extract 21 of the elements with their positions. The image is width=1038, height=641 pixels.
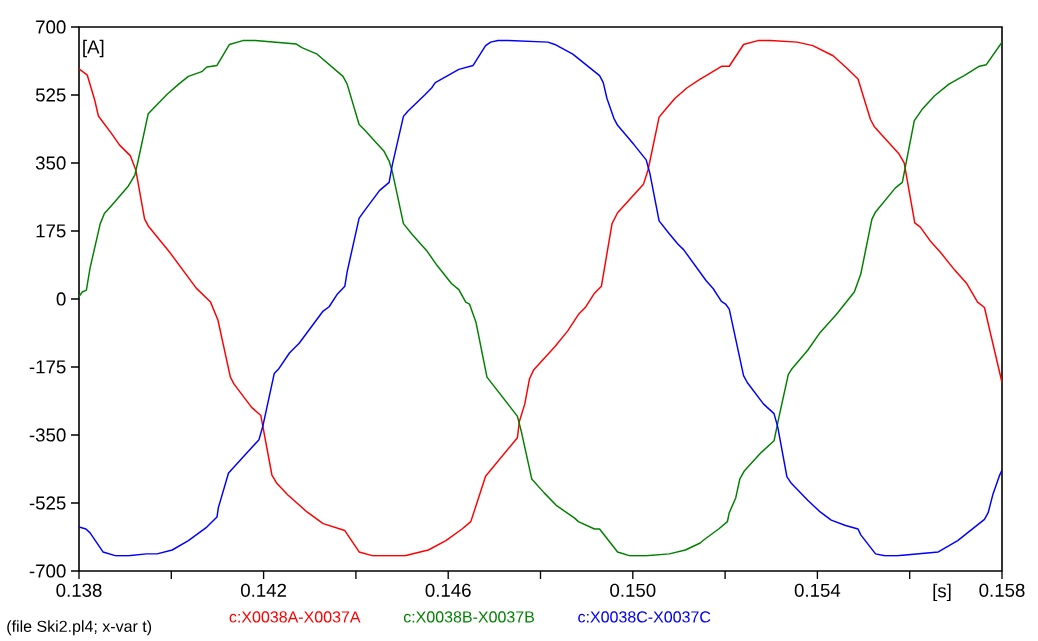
text: (file Ski2.pl4; x-var t): [7, 620, 152, 636]
y-tick-label: -525: [29, 496, 66, 510]
x-tick-label: 0.146: [425, 583, 471, 597]
y-tick-label: 350: [35, 156, 66, 170]
text: c:X0038B-X0037B: [403, 611, 535, 623]
x-tick-label: 0.158: [979, 583, 1025, 597]
y-tick-label: -700: [29, 564, 66, 578]
text: c:X0038C-X0037C: [578, 611, 711, 623]
y-tick-label: 175: [36, 224, 66, 238]
y-tick-label: -350: [29, 428, 66, 442]
x-tick-label: 0.150: [610, 583, 656, 597]
x-tick-label: 0.138: [56, 583, 102, 597]
y-tick-label: 700: [36, 20, 66, 34]
x-tick-label: 0.154: [794, 583, 841, 597]
y-tick-label: 0: [56, 292, 66, 306]
x-tick-label: 0.142: [240, 583, 287, 597]
x-axis-title: [s]: [933, 583, 951, 602]
y-tick-label: -175: [29, 360, 66, 374]
y-axis-title: [A]: [83, 39, 104, 58]
text: c:X0038A-X0037A: [229, 611, 361, 623]
y-tick-label: 525: [35, 88, 66, 102]
